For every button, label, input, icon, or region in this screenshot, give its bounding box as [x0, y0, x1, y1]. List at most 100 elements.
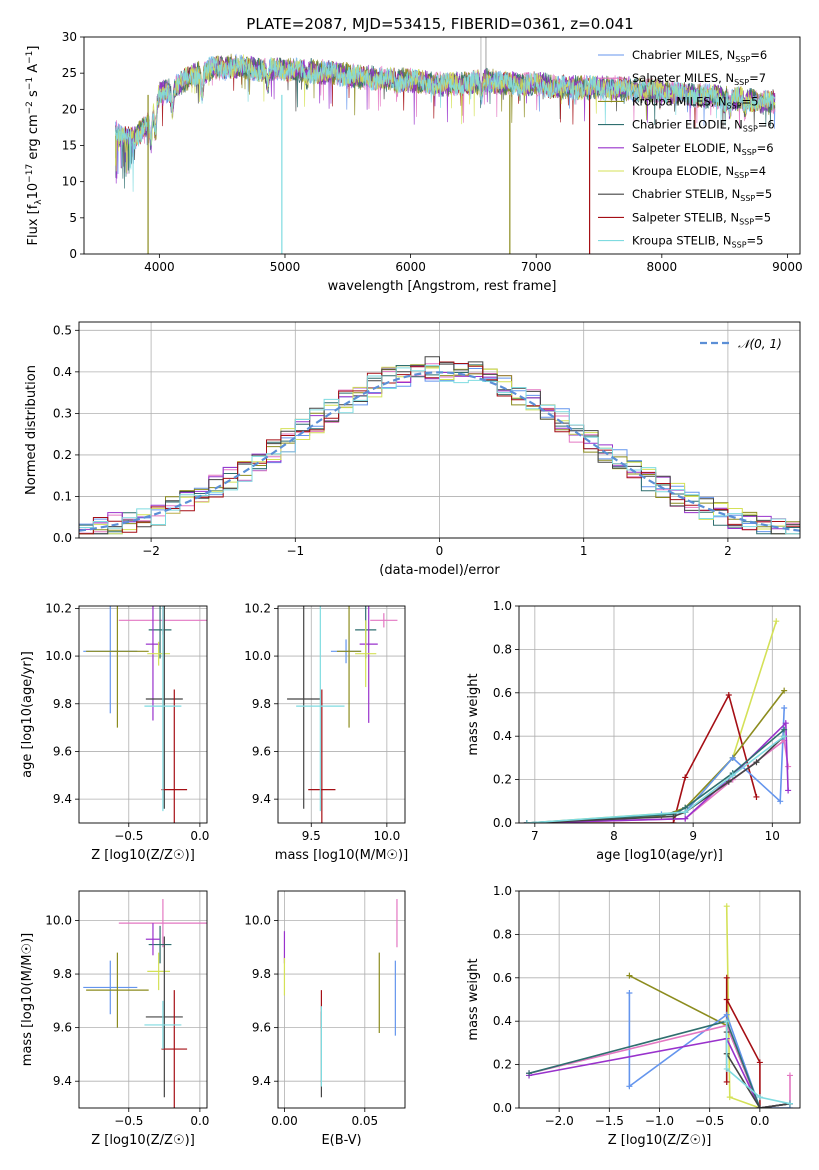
x-tick-label: 5000	[270, 260, 301, 274]
legend-label: Chabrier STELIB, NSSP=5	[632, 187, 772, 203]
legend-label-sub: SSP	[742, 148, 757, 157]
massweight-vs-age-panel: 7 8 9 10 0.0 0.2 0.4 0.6 0.8 1.0 age [log10(age/yr…	[466, 599, 801, 863]
errorbar-group	[283, 899, 398, 1098]
legend-label-value: =5	[742, 94, 759, 108]
y-axis-label-part: −17	[25, 164, 35, 183]
errorbar-point	[161, 990, 188, 1108]
y-axis-label-part: ]	[26, 46, 41, 51]
series-marker	[723, 903, 730, 910]
axes-frame	[277, 890, 406, 1109]
x-tick-label: 2	[724, 544, 732, 558]
axes-frame	[83, 36, 801, 255]
legend-label-sub: SSP	[732, 241, 747, 250]
y-tick-label: 0.8	[493, 927, 512, 941]
legend-label-text: Chabrier ELODIE, N	[632, 118, 743, 132]
y-tick-label: 0.0	[493, 1101, 512, 1115]
histogram-steps	[79, 365, 800, 535]
errorbar-point	[370, 613, 398, 628]
y-tick-label: 10.2	[244, 601, 271, 615]
x-tick-label: 8	[610, 829, 618, 843]
series-group	[523, 618, 792, 823]
legend-label: Kroupa MILES, NSSP=5	[632, 94, 758, 110]
axes-frame	[78, 321, 801, 539]
y-tick-label: 0.0	[53, 531, 72, 545]
y-tick-label: 1.0	[493, 884, 512, 898]
axes-frame	[78, 890, 208, 1109]
axes-frame	[518, 890, 801, 1109]
series-marker	[781, 704, 788, 711]
legend-label-text: Chabrier STELIB, N	[632, 187, 740, 201]
series-marker	[773, 618, 780, 625]
errorbar-point	[83, 960, 138, 1015]
errorbar-point	[287, 606, 321, 809]
errorbar-group	[83, 899, 207, 1108]
x-axis-label: wavelength [Angstrom, rest frame]	[328, 279, 557, 294]
errorbar-point	[336, 606, 362, 728]
y-tick-label: 1.0	[493, 599, 512, 613]
x-tick-label: 10.0	[373, 829, 400, 843]
series-marker	[723, 1078, 730, 1085]
legend-label: Chabrier MILES, NSSP=6	[632, 48, 767, 64]
y-tick-label: 9.4	[53, 792, 72, 806]
y-tick-label: 0.6	[493, 686, 512, 700]
legend-label: Salpeter MILES, NSSP=7	[632, 71, 766, 87]
series-marker	[756, 1059, 763, 1066]
spectrum-line	[115, 54, 776, 192]
x-tick-label: −0.5	[114, 829, 143, 843]
x-tick-label: −1.0	[645, 1114, 674, 1128]
axes-frame	[518, 605, 801, 824]
errorbar-point	[147, 952, 171, 991]
series-marker	[626, 1083, 633, 1090]
series-marker	[785, 787, 792, 794]
series-marker	[781, 687, 788, 694]
series-marker	[682, 809, 689, 816]
legend-label-value: =6	[757, 141, 774, 155]
y-tick-label: 10.0	[45, 913, 72, 927]
series-marker	[756, 1094, 763, 1101]
y-axis-label: mass weight	[466, 958, 481, 1040]
legend-label-text: Chabrier MILES, N	[632, 48, 735, 62]
x-axis-label: mass [log10(M/M☉)]	[275, 848, 408, 863]
series-marker	[526, 1070, 533, 1077]
y-tick-label: 15	[62, 139, 77, 153]
x-tick-label: −0.5	[695, 1114, 724, 1128]
x-tick-label: 7000	[521, 260, 552, 274]
series-marker	[682, 774, 689, 781]
legend-label-value: =7	[749, 71, 766, 85]
legend-label-text: Kroupa STELIB, N	[632, 234, 732, 248]
legend-label-text: Kroupa ELODIE, N	[632, 164, 734, 178]
x-tick-label: 9000	[772, 260, 803, 274]
spectrum-panel: 4000 5000 6000 7000 8000 9000 0 5 10 15 20 25 30 Chab…	[25, 30, 803, 294]
y-tick-label: 10.0	[244, 913, 271, 927]
y-tick-label: 0.2	[53, 448, 72, 462]
errorbar-point	[145, 606, 161, 721]
y-axis-label: mass weight	[466, 673, 481, 755]
y-axis-label-part: −2	[25, 101, 35, 114]
y-tick-label: 0	[69, 247, 77, 261]
x-tick-label: 0.0	[190, 1114, 209, 1128]
legend-label-text: Salpeter STELIB, N	[632, 210, 739, 224]
y-tick-label: 0.0	[493, 816, 512, 830]
legend-label-value: =6	[750, 48, 767, 62]
series-marker	[723, 1018, 730, 1025]
errorbar-point	[86, 952, 149, 1028]
figure-title: PLATE=2087, MJD=53415, FIBERID=0361, z=0…	[246, 15, 633, 33]
series-marker	[781, 726, 788, 733]
y-axis-label-part: 10	[26, 183, 41, 200]
x-tick-label: 0.0	[750, 1114, 769, 1128]
y-tick-label: 9.8	[53, 697, 72, 711]
errorbar-point	[145, 923, 161, 956]
mass-vs-ebv-panel: 0.00 0.05 9.4 9.6 9.8 10.0 E(B-V)	[244, 890, 406, 1148]
series-marker	[781, 733, 788, 740]
legend-label: Kroupa ELODIE, NSSP=4	[632, 164, 766, 180]
series-line-chabrier-stelib	[526, 735, 785, 823]
legend-label: Salpeter STELIB, NSSP=5	[632, 210, 771, 226]
y-axis-label-part: λ	[34, 199, 44, 205]
y-tick-label: 9.6	[53, 744, 72, 758]
y-tick-label: 9.6	[53, 1021, 72, 1035]
age-vs-mass-panel: 9.5 10.0 9.4 9.6 9.8 10.0 10.2 mass [log10(M/M☉…	[244, 601, 408, 863]
errorbar-point	[144, 606, 182, 812]
y-tick-label: 10.0	[244, 649, 271, 663]
legend-label: Salpeter ELODIE, NSSP=6	[632, 141, 774, 157]
